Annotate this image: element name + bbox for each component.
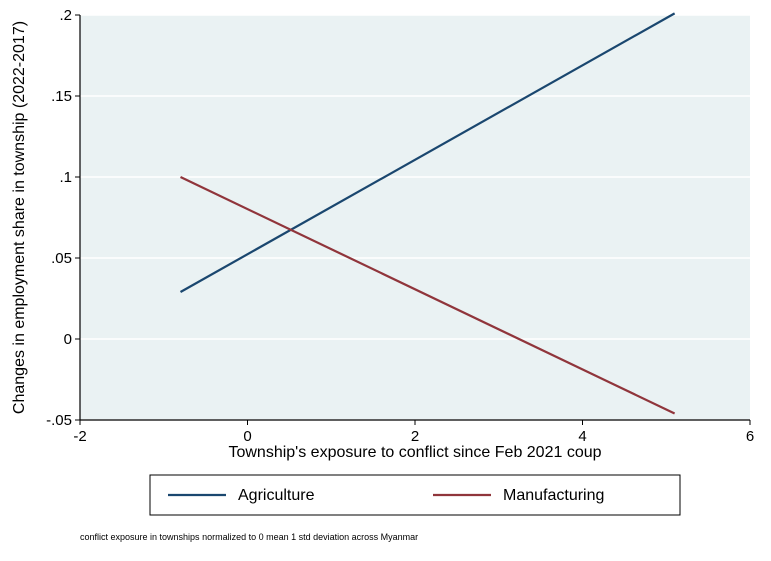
- y-tick-label: -.05: [46, 412, 72, 429]
- x-tick-label: 2: [411, 428, 419, 445]
- footnote: conflict exposure in townships normalize…: [80, 532, 418, 542]
- x-axis-title: Township's exposure to conflict since Fe…: [228, 444, 601, 461]
- plot-area: [80, 15, 750, 420]
- y-tick-label: .2: [59, 7, 72, 24]
- y-axis-title: Changes in employment share in township …: [11, 21, 28, 414]
- legend-label-manufacturing: Manufacturing: [503, 487, 604, 504]
- y-tick-label: 0: [64, 331, 72, 348]
- chart-svg: -2 0 2 4 6 -.05 0 .05 .1 .15 .2 Township's exposure…: [0, 0, 771, 561]
- y-tick-label: .05: [51, 250, 72, 267]
- x-tick-label: 6: [746, 428, 754, 445]
- x-tick-label: 4: [578, 428, 586, 445]
- y-tick-label: .1: [59, 169, 72, 186]
- y-tick-label: .15: [51, 88, 72, 105]
- legend-label-agriculture: Agriculture: [238, 487, 315, 504]
- chart-container: -2 0 2 4 6 -.05 0 .05 .1 .15 .2 Township's exposure…: [0, 0, 771, 561]
- x-tick-label: -2: [73, 428, 86, 445]
- x-tick-label: 0: [243, 428, 251, 445]
